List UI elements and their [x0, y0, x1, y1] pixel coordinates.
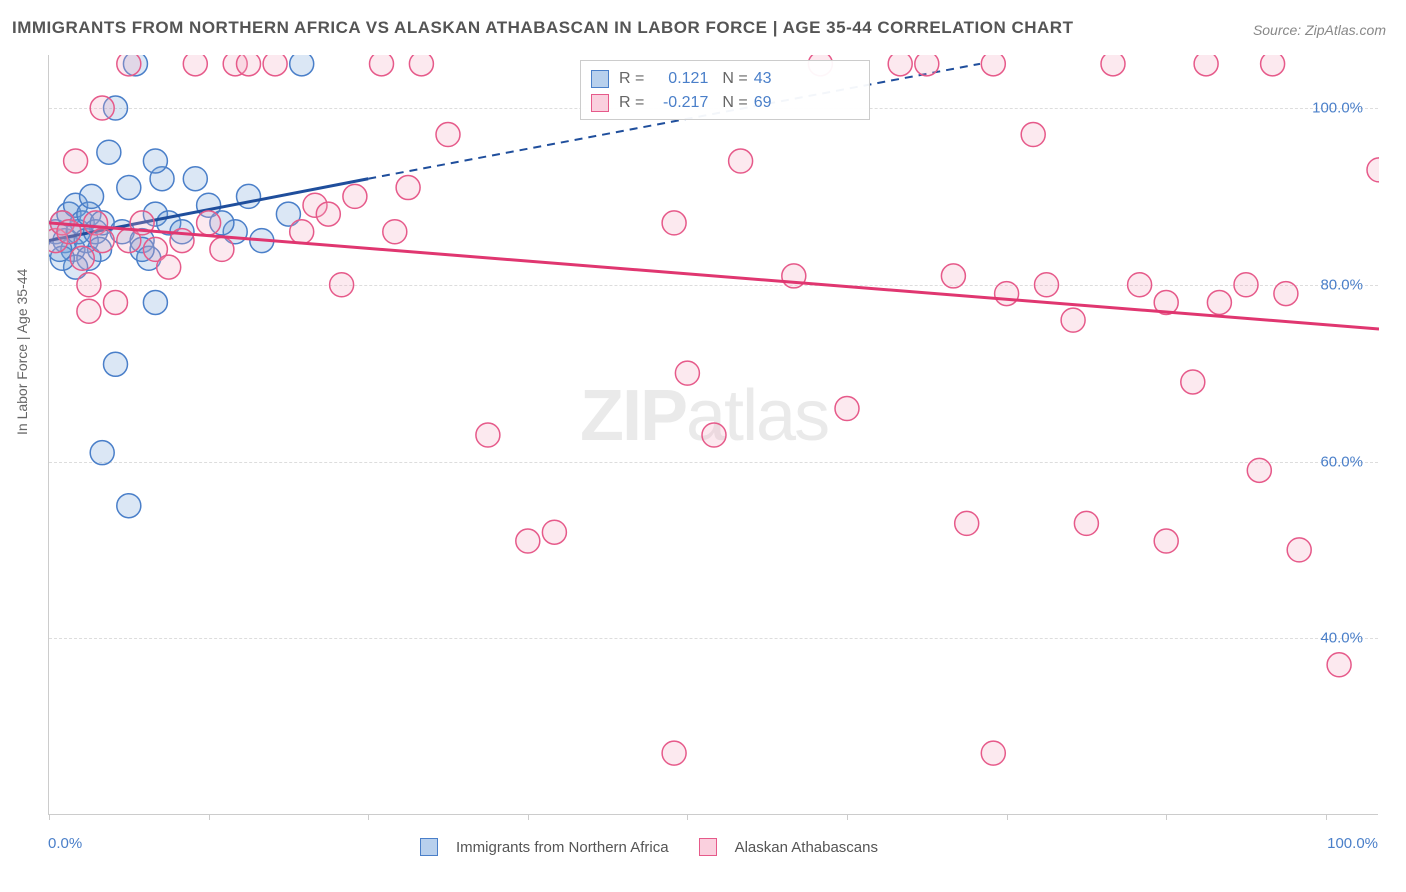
- data-point: [888, 55, 912, 76]
- legend-row: R = 0.121 N = 43: [591, 67, 859, 91]
- data-point: [104, 352, 128, 376]
- legend-swatch: [591, 70, 609, 88]
- data-point: [90, 96, 114, 120]
- data-point: [835, 396, 859, 420]
- r-value: -0.217: [650, 94, 708, 112]
- data-point: [183, 55, 207, 76]
- data-point: [396, 176, 420, 200]
- r-label: R =: [619, 70, 644, 88]
- data-point: [1247, 458, 1271, 482]
- data-point: [183, 167, 207, 191]
- data-point: [290, 220, 314, 244]
- data-point: [675, 361, 699, 385]
- data-point: [542, 520, 566, 544]
- x-axis-max-label: 100.0%: [1327, 835, 1378, 852]
- legend-swatch: [699, 838, 717, 856]
- data-point: [104, 290, 128, 314]
- legend-label: Alaskan Athabascans: [735, 839, 878, 856]
- data-point: [981, 741, 1005, 765]
- data-point: [1261, 55, 1285, 76]
- legend-swatch: [420, 838, 438, 856]
- data-point: [662, 211, 686, 235]
- series-legend: Immigrants from Northern Africa Alaskan A…: [420, 838, 878, 856]
- legend-row: R = -0.217 N = 69: [591, 91, 859, 115]
- n-label: N =: [722, 70, 747, 88]
- legend-item: Alaskan Athabascans: [699, 838, 878, 856]
- data-point: [383, 220, 407, 244]
- data-point: [370, 55, 394, 76]
- data-point: [157, 255, 181, 279]
- data-point: [702, 423, 726, 447]
- data-point: [343, 184, 367, 208]
- chart-plot-area: 40.0%60.0%80.0%100.0%: [48, 55, 1378, 815]
- data-point: [941, 264, 965, 288]
- data-point: [1101, 55, 1125, 76]
- n-value: 43: [754, 70, 772, 88]
- data-point: [1287, 538, 1311, 562]
- data-point: [436, 123, 460, 147]
- data-point: [90, 229, 114, 253]
- data-point: [995, 282, 1019, 306]
- data-point: [70, 246, 94, 270]
- data-point: [290, 55, 314, 76]
- correlation-legend: R = 0.121 N = 43 R = -0.217 N = 69: [580, 60, 870, 120]
- data-point: [516, 529, 540, 553]
- data-point: [197, 211, 221, 235]
- data-point: [1327, 653, 1351, 677]
- scatter-svg: [49, 55, 1379, 815]
- data-point: [80, 184, 104, 208]
- data-point: [1061, 308, 1085, 332]
- data-point: [1154, 529, 1178, 553]
- data-point: [90, 441, 114, 465]
- chart-title: IMMIGRANTS FROM NORTHERN AFRICA VS ALASK…: [12, 18, 1073, 38]
- x-axis-min-label: 0.0%: [48, 835, 82, 852]
- n-label: N =: [722, 94, 747, 112]
- data-point: [330, 273, 354, 297]
- data-point: [263, 55, 287, 76]
- data-point: [915, 55, 939, 76]
- data-point: [1194, 55, 1218, 76]
- legend-item: Immigrants from Northern Africa: [420, 838, 669, 856]
- data-point: [1234, 273, 1258, 297]
- r-value: 0.121: [650, 70, 708, 88]
- data-point: [662, 741, 686, 765]
- y-axis-label: In Labor Force | Age 35-44: [14, 269, 30, 435]
- n-value: 69: [754, 94, 772, 112]
- data-point: [1035, 273, 1059, 297]
- data-point: [77, 299, 101, 323]
- data-point: [97, 140, 121, 164]
- data-point: [210, 237, 234, 261]
- data-point: [117, 55, 141, 76]
- legend-swatch: [591, 94, 609, 112]
- data-point: [1367, 158, 1379, 182]
- data-point: [117, 176, 141, 200]
- trend-line: [49, 223, 1379, 329]
- data-point: [409, 55, 433, 76]
- data-point: [1128, 273, 1152, 297]
- data-point: [1274, 282, 1298, 306]
- data-point: [143, 290, 167, 314]
- data-point: [1207, 290, 1231, 314]
- data-point: [237, 55, 261, 76]
- data-point: [1074, 511, 1098, 535]
- data-point: [476, 423, 500, 447]
- data-point: [955, 511, 979, 535]
- legend-label: Immigrants from Northern Africa: [456, 839, 669, 856]
- source-attribution: Source: ZipAtlas.com: [1253, 22, 1386, 38]
- r-label: R =: [619, 94, 644, 112]
- data-point: [64, 149, 88, 173]
- data-point: [1021, 123, 1045, 147]
- data-point: [143, 149, 167, 173]
- data-point: [117, 494, 141, 518]
- data-point: [981, 55, 1005, 76]
- data-point: [77, 273, 101, 297]
- data-point: [316, 202, 340, 226]
- data-point: [729, 149, 753, 173]
- data-point: [1181, 370, 1205, 394]
